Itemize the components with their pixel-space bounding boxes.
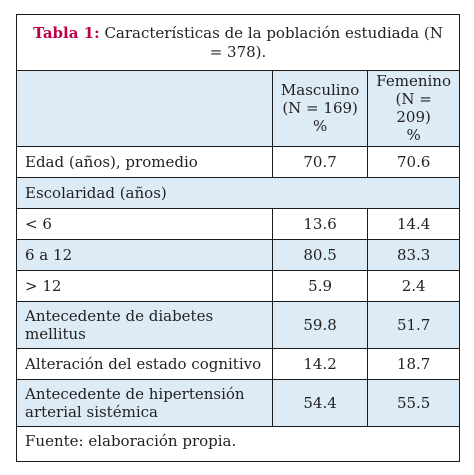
header-masculino-unit: % [312, 117, 328, 136]
table-row: Alteración del estado cognitivo 14.2 18.… [17, 347, 459, 380]
value-femenino: 55.5 [367, 378, 459, 427]
header-femenino: Femenino (N = 209) % [367, 71, 459, 147]
header-row: Masculino (N = 169) % Femenino (N = 209)… [17, 71, 459, 147]
header-femenino-unit: % [406, 126, 421, 145]
row-label: Antecedente de hipertensión arterial sis… [17, 378, 273, 427]
row-label: > 12 [17, 269, 273, 302]
table-row: Antecedente de hipertensión arterial sis… [17, 378, 459, 427]
row-label: 6 a 12 [17, 238, 273, 271]
header-masculino-n: (N = 169) [282, 99, 358, 118]
value-femenino: 18.7 [367, 347, 459, 380]
table-label: Tabla 1: [33, 24, 100, 42]
header-femenino-name: Femenino [376, 72, 451, 91]
row-label: Edad (años), promedio [17, 145, 273, 178]
table-frame: Tabla 1: Características de la población… [16, 14, 460, 462]
value-femenino: 70.6 [367, 145, 459, 178]
row-label: Antecedente de diabetes mellitus [17, 300, 273, 349]
table-caption: Tabla 1: Características de la población… [17, 15, 459, 71]
value-masculino: 14.2 [271, 347, 369, 380]
table-caption-text: Características de la población estudiad… [99, 24, 443, 61]
value-masculino: 5.9 [271, 269, 369, 302]
header-empty-cell [17, 71, 273, 147]
value-masculino: 59.8 [271, 300, 369, 349]
value-femenino: 51.7 [367, 300, 459, 349]
table-footer: Fuente: elaboración propia. [17, 425, 459, 455]
table-row: Edad (años), promedio 70.7 70.6 [17, 145, 459, 178]
value-femenino: 83.3 [367, 238, 459, 271]
value-masculino: 70.7 [271, 145, 369, 178]
value-masculino: 13.6 [271, 207, 369, 240]
row-label: Alteración del estado cognitivo [17, 347, 273, 380]
row-label: < 6 [17, 207, 273, 240]
data-table: Masculino (N = 169) % Femenino (N = 209)… [17, 71, 459, 455]
table-row: 6 a 12 80.5 83.3 [17, 238, 459, 271]
header-masculino-name: Masculino [280, 81, 360, 100]
row-label: Escolaridad (años) [17, 176, 459, 209]
table-row: > 12 5.9 2.4 [17, 269, 459, 302]
value-femenino: 14.4 [367, 207, 459, 240]
value-masculino: 54.4 [271, 378, 369, 427]
value-femenino: 2.4 [367, 269, 459, 302]
table-row: Escolaridad (años) [17, 176, 459, 209]
table-row: Antecedente de diabetes mellitus 59.8 51… [17, 300, 459, 349]
footer-row: Fuente: elaboración propia. [17, 425, 459, 455]
value-masculino: 80.5 [271, 238, 369, 271]
header-masculino: Masculino (N = 169) % [271, 71, 369, 147]
table-row: < 6 13.6 14.4 [17, 207, 459, 240]
header-femenino-n: (N = 209) [395, 90, 432, 127]
